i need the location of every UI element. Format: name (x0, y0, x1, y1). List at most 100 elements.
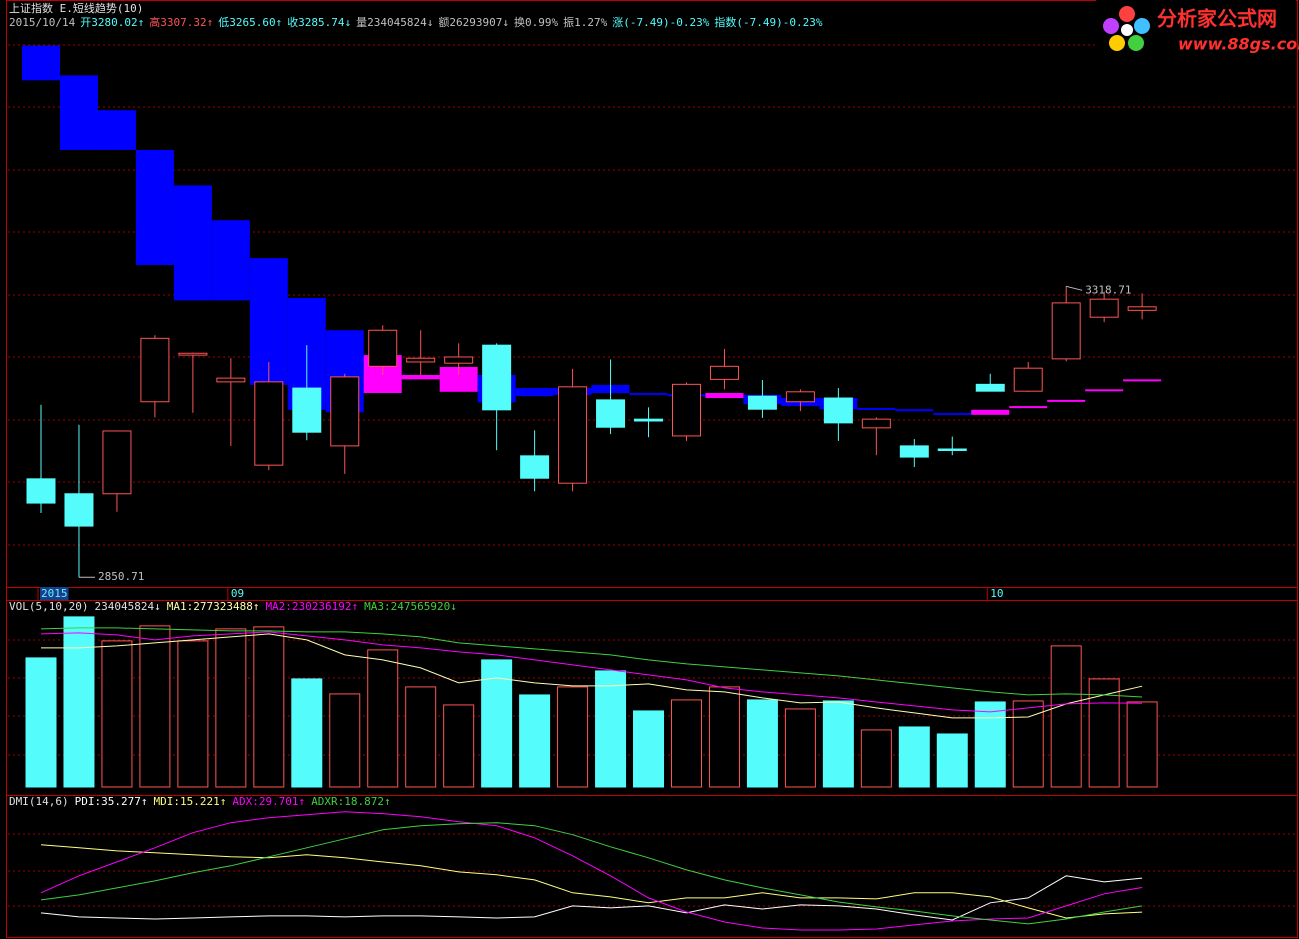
info-item: 额26293907↓ (438, 16, 509, 29)
candle-body (747, 395, 777, 410)
volume-bar (481, 659, 513, 788)
trend-block (1123, 379, 1162, 382)
volume-bar (101, 640, 133, 788)
volume-bar (367, 649, 399, 788)
trend-block (857, 407, 896, 410)
volume-bar (898, 726, 930, 788)
volume-bar (177, 640, 209, 788)
candle-body (596, 399, 626, 428)
candle-body (1127, 306, 1157, 311)
candle-body (254, 381, 284, 466)
chart-title: 上证指数 E.短线趋势(10) (9, 1, 143, 15)
trend-block (59, 75, 98, 150)
annotation-leader (1066, 285, 1083, 291)
info-item: 换0.99% (514, 15, 558, 29)
volume-bar (746, 699, 778, 788)
info-item: 量234045824↓ (356, 16, 433, 29)
trend-block (895, 409, 934, 412)
info-item: 涨(-7.49)-0.23% (612, 16, 709, 29)
trend-block (22, 45, 60, 81)
info-item: 2015/10/14 (9, 16, 76, 29)
series-line (40, 811, 1143, 931)
trend-block (135, 149, 174, 265)
candle-body (178, 352, 208, 356)
trend-block (629, 393, 668, 396)
volume-bar (936, 733, 968, 788)
trend-block (401, 375, 440, 380)
volume-bar (1012, 700, 1044, 788)
candle-body (975, 383, 1005, 392)
volume-bar (63, 616, 95, 788)
series-line (40, 822, 1143, 925)
volume-bar (860, 729, 892, 788)
volume-bar (405, 686, 437, 788)
candle-body (634, 418, 664, 422)
logo-url: www.88gs.com (1178, 35, 1299, 54)
candle-body (671, 383, 701, 437)
volume-bar (784, 708, 816, 788)
candle-body (1051, 302, 1081, 360)
legend-item: 234045824↓ (94, 600, 160, 613)
volume-bar (215, 628, 247, 788)
candle-body (709, 365, 739, 380)
logo-petal (1119, 6, 1135, 22)
logo: 分析家公式网 www.88gs.com (1096, 0, 1299, 58)
volume-bar (139, 625, 171, 788)
trend-block (1009, 406, 1048, 409)
volume-bar (670, 699, 702, 788)
info-item: 振1.27% (563, 15, 607, 29)
candle-body (102, 430, 132, 495)
candle-body (1089, 298, 1119, 318)
volume-bar (1050, 645, 1082, 788)
volume-bar (519, 694, 551, 788)
trend-block (211, 220, 250, 301)
volume-bar (291, 678, 323, 788)
x-tick-label: 09 (231, 587, 244, 600)
candle-body (292, 387, 322, 433)
trend-block (971, 409, 1010, 415)
series-line (40, 875, 1143, 921)
trend-block (1047, 399, 1086, 402)
candle-body (64, 493, 94, 527)
logo-petal (1103, 18, 1119, 34)
series-line (40, 844, 1143, 919)
volume-bar (595, 670, 627, 788)
trend-block (1085, 389, 1124, 392)
trend-block (515, 388, 554, 397)
info-item: 低3265.60↑ (218, 16, 282, 29)
series-line (40, 631, 1143, 713)
candle-body (26, 478, 56, 504)
legend-item: VOL(5,10,20) (9, 600, 88, 613)
candle-body (823, 397, 853, 424)
candle-body (1013, 367, 1043, 392)
logo-petal (1109, 35, 1125, 51)
trend-block (933, 412, 972, 415)
volume-bar (1126, 701, 1158, 788)
logo-name: 分析家公式网 (1157, 7, 1277, 31)
x-label-highlight (40, 587, 69, 600)
candle-body (899, 445, 929, 458)
info-item: 开3280.02↑ (80, 16, 144, 29)
volume-bar (25, 657, 57, 788)
volume-bar (822, 700, 854, 788)
x-tick-label: 2015 (41, 587, 68, 600)
legend-item: PDI:35.277↑ (75, 795, 148, 808)
min-annotation: 2850.71 (98, 570, 144, 583)
candle-body (482, 344, 512, 411)
legend-item: MA3:247565920↓ (364, 600, 457, 613)
candle-body (444, 356, 474, 364)
series-line (40, 627, 1143, 698)
volume-bar (974, 701, 1006, 788)
info-item: 收3285.74↓ (287, 15, 351, 29)
trend-block (705, 393, 744, 399)
legend-item: DMI(14,6) (9, 795, 69, 808)
candle-body (216, 377, 246, 383)
x-tick-label: 10 (990, 587, 1003, 600)
volume-bar (708, 686, 740, 788)
candle-body (330, 376, 360, 447)
legend-item: MA1:277323488↑ (167, 600, 260, 613)
candle-body (140, 337, 170, 403)
info-item: 高3307.32↑ (149, 15, 213, 29)
candle-body (406, 357, 436, 363)
